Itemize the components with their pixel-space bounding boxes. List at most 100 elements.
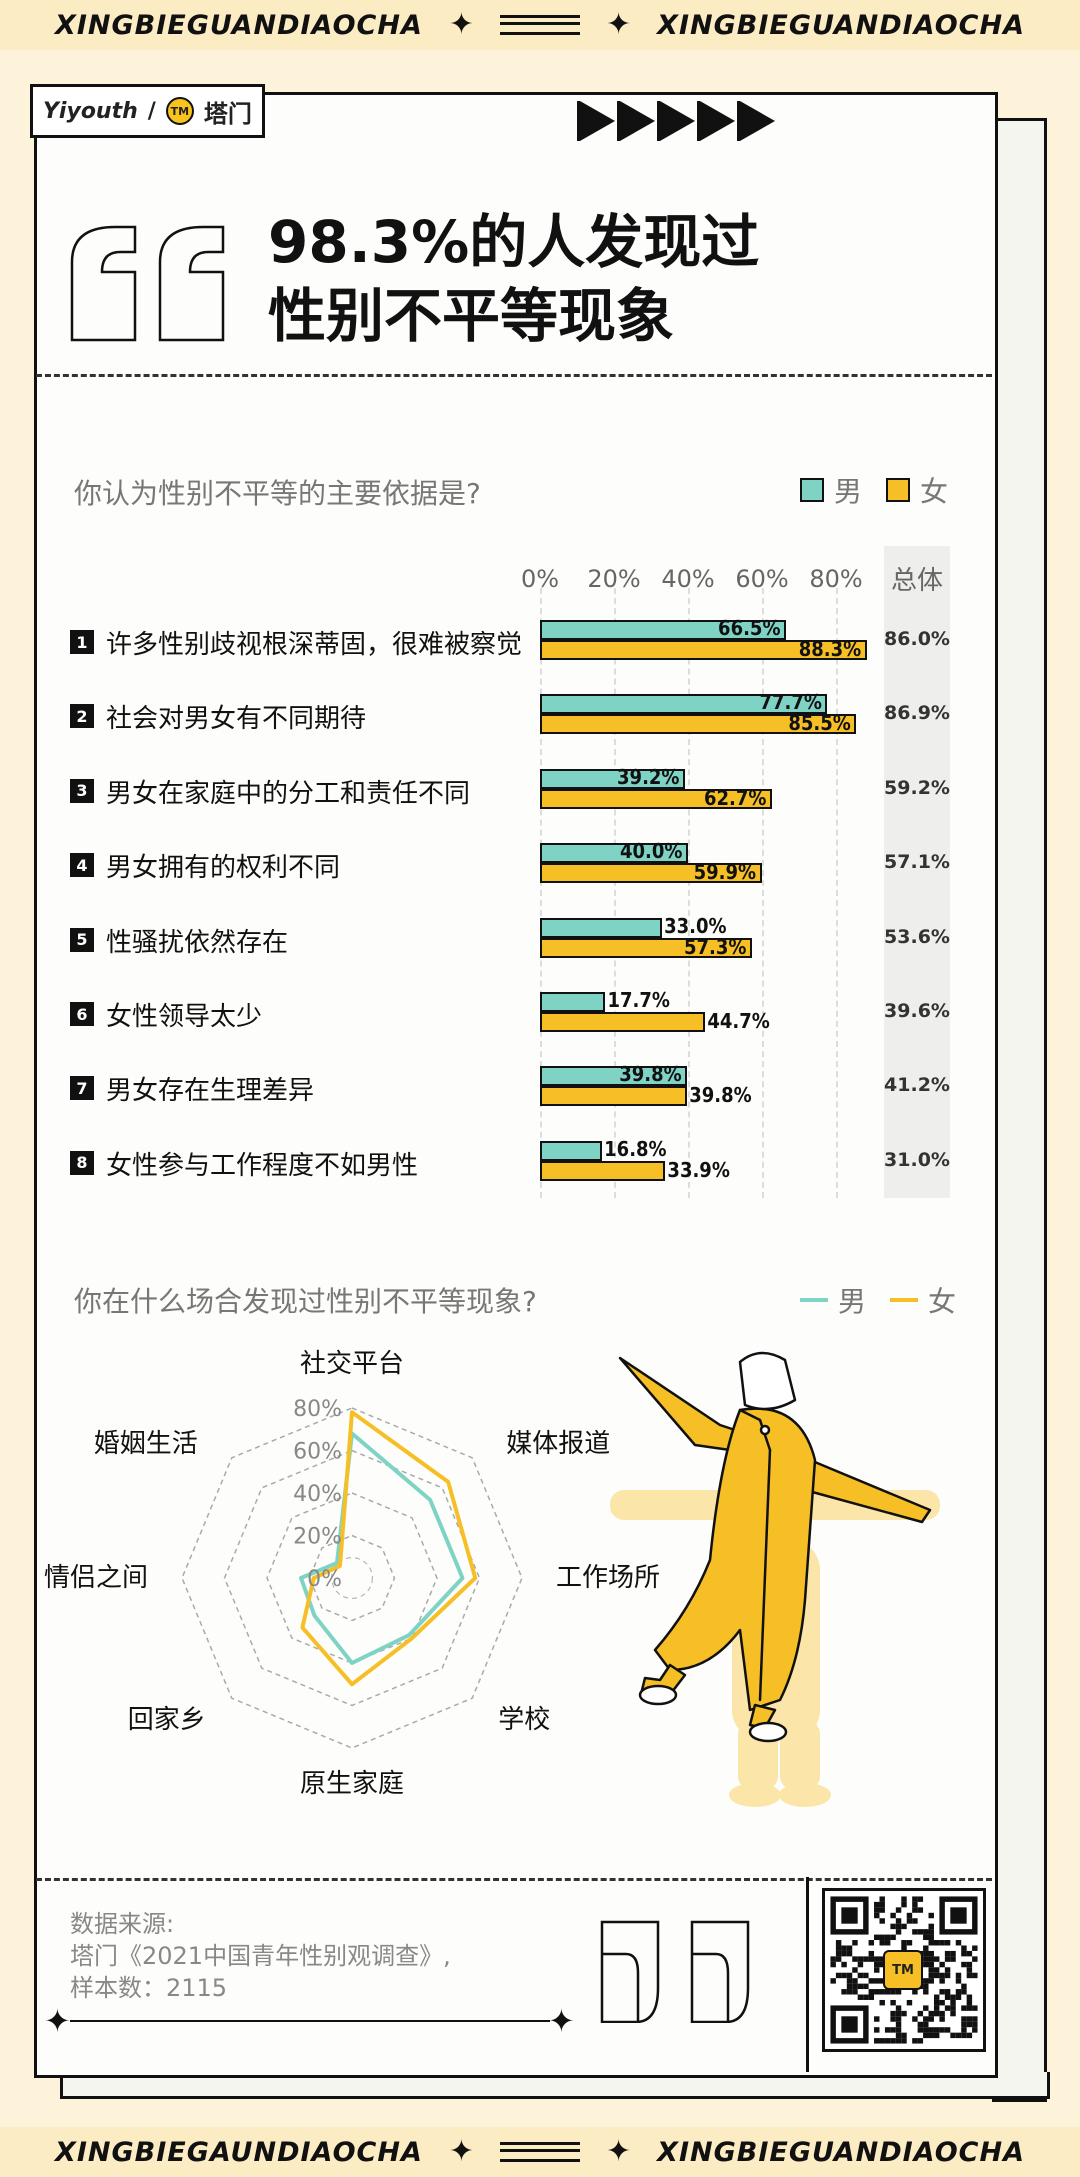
radar-axis-label: 媒体报道	[506, 1429, 610, 1459]
qr-module	[939, 1961, 945, 1968]
qr-module	[923, 1961, 929, 1968]
qr-module	[868, 1989, 875, 1995]
qr-module	[928, 1950, 934, 1957]
qr-module	[923, 1929, 929, 1935]
qr-module	[961, 2032, 967, 2039]
qr-module	[890, 1934, 896, 1941]
legend-swatch-male	[800, 478, 824, 502]
radar-grid-ring	[266, 1492, 438, 1664]
qr-module	[944, 1940, 951, 1946]
qr-finder	[841, 1907, 858, 1924]
qr-module	[972, 2005, 978, 2011]
qr-module	[923, 1956, 929, 1962]
qr-module	[846, 1972, 853, 1979]
qr-module	[928, 1923, 934, 1930]
qr-module	[966, 1972, 973, 1979]
qr-module	[901, 1923, 907, 1930]
sparkle-icon: ✦	[44, 2002, 71, 2040]
bar-value-male: 66.5%	[718, 616, 781, 640]
bar-male	[540, 768, 686, 789]
qr-module	[857, 1956, 864, 1962]
qr-module	[928, 1934, 934, 1941]
logo-separator: /	[147, 98, 156, 124]
qr-module	[955, 1940, 962, 1946]
qr-module	[841, 1972, 847, 1979]
qr-module	[966, 1961, 973, 1968]
category-label: 社会对男女有不同期待	[106, 704, 367, 735]
qr-module	[841, 1950, 847, 1957]
brand-tamen: 塔门	[203, 99, 252, 128]
qr-module	[890, 1912, 896, 1919]
bar-male	[540, 917, 663, 938]
qr-module	[879, 1978, 885, 1984]
qr-module	[955, 1989, 962, 1995]
radar-series-female	[300, 1410, 478, 1687]
qr-module	[895, 1923, 902, 1930]
qr-module	[955, 1972, 962, 1979]
qr-module	[830, 1956, 836, 1962]
qr-module	[879, 1907, 885, 1913]
qr-module	[944, 1956, 951, 1962]
total-value: 86.9%	[884, 702, 950, 725]
qr-module	[884, 1934, 891, 1941]
qr-module	[879, 1999, 885, 2006]
qr-module	[917, 2021, 924, 2028]
qr-module	[923, 1989, 929, 1995]
qr-module	[852, 1967, 858, 1973]
qr-module	[917, 2010, 924, 2017]
qr-module	[857, 1972, 864, 1979]
gridline	[540, 588, 542, 1198]
qr-module	[917, 1929, 924, 1935]
qr-module	[939, 2027, 945, 2033]
radar-grid-center	[331, 1557, 373, 1599]
qr-module	[923, 1983, 929, 1990]
qr-module	[912, 1901, 918, 1908]
legend-line-male	[800, 1298, 828, 1302]
qr-module	[955, 2032, 962, 2039]
sparkle-icon: ✦	[548, 2002, 575, 2040]
total-value: 86.0%	[884, 628, 950, 650]
row-number: 2	[70, 704, 94, 729]
qr-module	[863, 1983, 869, 1990]
bar-value-female: 33.9%	[667, 1157, 730, 1182]
category-label: 男女在家庭中的分工和责任不同	[106, 778, 471, 809]
qr-module	[950, 2010, 956, 2017]
radar-axis-label: 学校	[498, 1705, 550, 1735]
qr-module	[857, 1983, 864, 1990]
qr-module	[874, 2016, 880, 2022]
qr-module	[841, 1945, 847, 1951]
bar-value-male: 39.8%	[619, 1062, 682, 1087]
legend-swatch-female	[886, 478, 911, 502]
x-tick-label: 0%	[520, 565, 560, 593]
qr-module	[879, 1956, 885, 1962]
qr-module	[928, 1978, 934, 1984]
qr-module	[933, 1994, 940, 2000]
qr-module	[890, 2027, 896, 2033]
qr-module	[874, 2027, 880, 2033]
qr-module	[912, 1896, 918, 1902]
row-number: 4	[70, 853, 94, 878]
qr-module	[944, 1967, 951, 1973]
qr-module	[901, 1945, 907, 1951]
qr-module	[874, 1907, 880, 1913]
qr-module	[944, 2027, 951, 2033]
qr-module	[895, 2032, 902, 2039]
qr-module	[879, 1896, 885, 1902]
qr-module	[972, 2027, 978, 2033]
arrows-decoration	[577, 101, 775, 141]
bar-male	[540, 1066, 688, 1087]
qr-module	[874, 1961, 880, 1968]
radar-tick-label: 60%	[293, 1440, 342, 1465]
qr-module	[879, 1934, 885, 1941]
qr-module	[857, 1994, 864, 2000]
qr-module	[830, 1978, 836, 1984]
qr-module	[846, 1978, 853, 1984]
bar-legend: 男 女	[800, 470, 948, 510]
qr-module	[933, 2010, 940, 2017]
category-label: 女性参与工作程度不如男性	[106, 1150, 419, 1181]
qr-module	[863, 1956, 869, 1962]
qr-module	[950, 1950, 956, 1957]
total-value: 57.1%	[884, 851, 950, 874]
qr-module	[874, 1967, 880, 1973]
radar-grid-ring	[223, 1449, 481, 1707]
